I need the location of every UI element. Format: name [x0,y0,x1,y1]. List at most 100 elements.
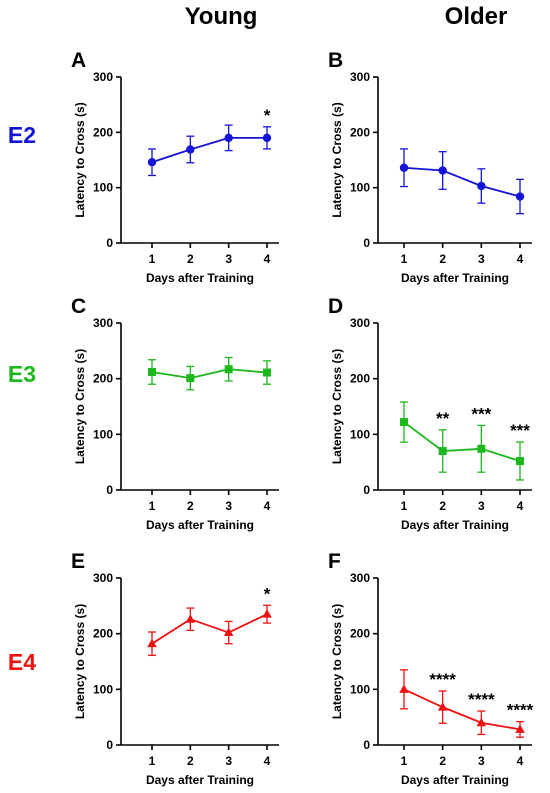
data-point [399,163,409,172]
x-tick-label: 2 [187,499,194,513]
column-title-older: Older [445,3,508,30]
y-tick-label: 200 [93,125,113,139]
series-line [151,613,268,645]
x-tick-label: 1 [401,499,408,513]
x-axis-label: Days after Training [401,271,509,285]
significance-label: *** [510,421,530,440]
x-tick-label: 3 [478,754,485,768]
panel-f: F 0 100 200 300 1 2 3 4 Days after Training Latenc… [328,550,534,787]
x-tick-label: 3 [225,252,232,266]
significance-label: * [264,584,271,603]
x-tick-label: 1 [401,252,408,266]
data-point [399,684,409,693]
series-line [151,136,267,164]
y-tick-label: 300 [350,316,370,330]
significance-label: ** [436,409,450,428]
series-line [403,688,521,731]
y-tick-label: 100 [93,181,113,195]
data-point [186,145,195,154]
x-tick-label: 3 [478,252,485,266]
y-tick-label: 0 [363,483,370,497]
panel-letter-d: D [328,295,343,318]
y-tick-label: 200 [93,372,113,386]
y-tick-label: 100 [93,427,113,441]
x-tick-label: 3 [478,499,485,513]
significance-label: **** [507,701,534,720]
x-tick-label: 4 [264,754,271,768]
x-axis-label: Days after Training [146,518,254,532]
data-point [185,614,196,623]
data-point [148,367,156,376]
row-label-e2: E2 [8,122,36,148]
significance-label: *** [471,404,491,423]
x-axis-label: Days after Training [146,773,254,787]
x-tick-label: 3 [225,499,232,513]
x-tick-label: 1 [149,499,156,513]
y-tick-label: 0 [363,236,370,250]
x-axis-label: Days after Training [401,773,509,787]
y-axis-label: Latency to Cross (s) [330,102,344,217]
x-tick-label: 4 [517,499,524,513]
data-point [516,457,524,466]
x-tick-label: 2 [439,754,446,768]
panel-letter-a: A [71,49,86,72]
y-tick-label: 100 [350,427,370,441]
x-tick-label: 2 [439,499,446,513]
x-tick-label: 1 [149,754,156,768]
data-point [147,158,157,167]
series-line [403,166,521,198]
data-point [515,724,525,733]
y-tick-label: 300 [350,571,370,585]
x-tick-label: 1 [149,252,156,266]
y-tick-label: 0 [106,236,113,250]
y-tick-label: 200 [350,627,370,641]
column-title-young: Young [185,3,258,30]
y-tick-label: 100 [93,682,113,696]
data-point [262,609,272,618]
panel-letter-e: E [71,550,85,573]
panel-letter-c: C [71,295,86,318]
data-point [477,444,486,453]
series-line [151,368,268,380]
y-tick-label: 200 [93,627,113,641]
data-point [438,166,447,175]
x-tick-label: 2 [439,252,446,266]
x-tick-label: 4 [517,252,524,266]
data-point [263,368,271,377]
y-tick-label: 300 [93,571,113,585]
y-tick-label: 100 [350,682,370,696]
data-point [223,627,234,637]
x-tick-label: 4 [517,754,524,768]
y-tick-label: 0 [363,738,370,752]
row-label-e3: E3 [8,361,36,387]
row-label-e4: E4 [8,649,36,675]
y-tick-label: 300 [350,70,370,84]
data-point [476,717,487,727]
series-line [403,421,521,462]
x-tick-label: 4 [264,252,271,266]
panel-a: A 0 100 200 300 1 2 3 4 Days after Training Latenc… [71,49,279,285]
y-axis-label: Latency to Cross (s) [330,604,344,719]
y-tick-label: 0 [106,483,113,497]
x-axis-label: Days after Training [146,271,254,285]
significance-label: * [264,106,271,125]
data-point [224,365,233,374]
y-axis-label: Latency to Cross (s) [73,604,87,719]
y-tick-label: 200 [350,372,370,386]
data-point [400,418,408,427]
y-tick-label: 200 [350,125,370,139]
panel-letter-f: F [328,550,341,573]
panel-e: E 0 100 200 300 1 2 3 4 Days after Training Latenc… [71,550,279,787]
data-point [437,702,448,711]
x-tick-label: 3 [225,754,232,768]
data-point [477,181,486,191]
data-point [186,374,195,383]
data-point [438,447,447,456]
significance-label: **** [429,670,456,689]
x-tick-label: 4 [264,499,271,513]
panel-c: C 0 100 200 300 1 2 3 4 Days after Training Latenc… [71,295,279,532]
y-tick-label: 300 [93,70,113,84]
x-tick-label: 1 [401,754,408,768]
data-point [224,133,233,143]
